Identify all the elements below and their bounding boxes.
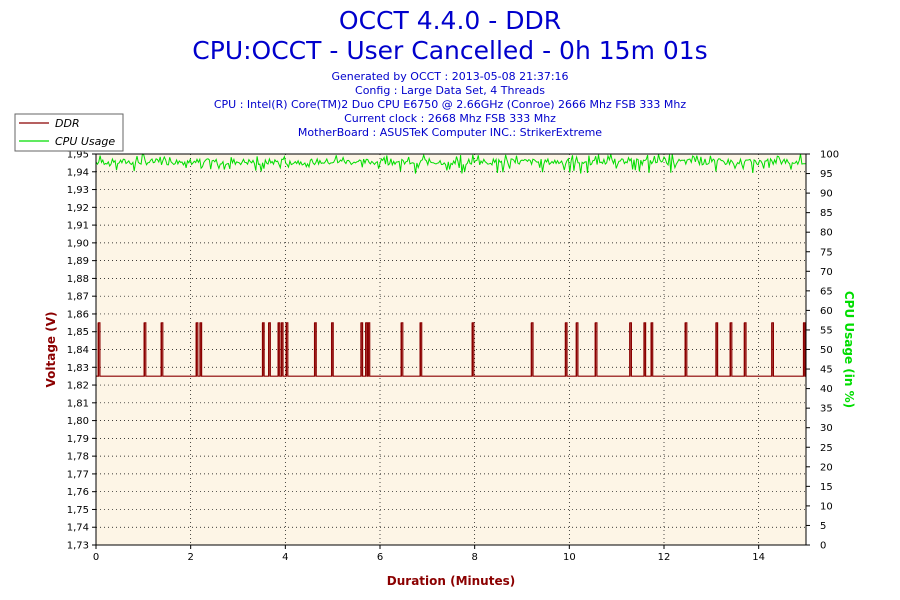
y-tick-label: 1,78 — [67, 452, 89, 463]
y-tick-label: 1,94 — [67, 167, 89, 178]
legend-box — [14, 113, 124, 152]
y2-tick-label: 65 — [820, 286, 833, 297]
y-tick-label: 1,95 — [67, 150, 89, 161]
clock-info: Current clock : 2668 Mhz FSB 333 Mhz — [344, 112, 556, 125]
y2-tick-label: 90 — [820, 189, 833, 200]
cpu-info: CPU : Intel(R) Core(TM)2 Duo CPU E6750 @… — [213, 98, 687, 111]
y-tick-label: 1,76 — [67, 487, 89, 498]
x-tick-label: 8 — [471, 552, 477, 563]
y-tick-label: 1,88 — [67, 274, 89, 285]
y-tick-label: 1,81 — [67, 398, 89, 409]
y2-tick-label: 100 — [820, 150, 839, 161]
y2-tick-label: 85 — [820, 208, 833, 219]
x-tick-label: 6 — [377, 552, 383, 563]
y-tick-label: 1,85 — [67, 327, 89, 338]
y-tick-label: 1,91 — [67, 221, 89, 232]
y2-tick-label: 40 — [820, 384, 833, 395]
legend: DDR CPU Usage — [14, 113, 124, 152]
y2-tick-label: 20 — [820, 462, 833, 473]
y2-tick-label: 55 — [820, 325, 833, 336]
y-tick-label: 1,92 — [67, 203, 89, 214]
tick-labels: 1,73 1,74 1,75 1,76 1,77 1,78 1,79 1,80 1,81 1,82… — [67, 150, 839, 564]
y-tick-label: 1,89 — [67, 256, 89, 267]
y2-tick-label: 95 — [820, 169, 833, 180]
y2-tick-label: 70 — [820, 267, 833, 278]
y-tick-label: 1,79 — [67, 434, 89, 445]
generated-info: Generated by OCCT : 2013-05-08 21:37:16 — [331, 70, 569, 83]
y-tick-label: 1,77 — [67, 469, 89, 480]
y2-tick-label: 50 — [820, 345, 833, 356]
y-tick-label: 1,73 — [67, 541, 89, 552]
y2-tick-label: 25 — [820, 443, 833, 454]
y-tick-label: 1,75 — [67, 505, 89, 516]
legend-label-ddr: DDR — [55, 117, 80, 130]
x-tick-label: 4 — [282, 552, 288, 563]
y2-tick-label: 30 — [820, 423, 833, 434]
y2-tick-label: 15 — [820, 482, 833, 493]
cpu-usage-layer — [95, 153, 807, 174]
legend-label-cpu: CPU Usage — [55, 135, 115, 148]
y2-tick-label: 75 — [820, 247, 833, 258]
x-tick-label: 14 — [752, 552, 765, 563]
cpu-usage-series — [95, 153, 807, 174]
y2-tick-label: 5 — [820, 521, 826, 532]
ddr-series — [95, 322, 807, 377]
y-tick-label: 1,93 — [67, 185, 89, 196]
y-tick-label: 1,90 — [67, 238, 89, 249]
y2-tick-label: 45 — [820, 365, 833, 376]
y-tick-label: 1,86 — [67, 309, 89, 320]
y-tick-label: 1,83 — [67, 363, 89, 374]
y2-tick-label: 60 — [820, 306, 833, 317]
y-tick-label: 1,82 — [67, 381, 89, 392]
x-tick-label: 10 — [563, 552, 576, 563]
y2-axis-label: CPU Usage (in %) — [842, 291, 856, 408]
y-tick-label: 1,74 — [67, 523, 89, 534]
x-tick-label: 0 — [93, 552, 99, 563]
chart-subtitle: CPU:OCCT - User Cancelled - 0h 15m 01s — [192, 36, 708, 65]
motherboard-info: MotherBoard : ASUSTeK Computer INC.: Str… — [297, 126, 603, 139]
y2-tick-label: 0 — [820, 541, 826, 552]
y-axis-label: Voltage (V) — [44, 312, 58, 388]
plot-area — [96, 154, 806, 545]
chart-title: OCCT 4.4.0 - DDR — [338, 6, 562, 35]
y-tick-label: 1,87 — [67, 292, 89, 303]
y2-tick-label: 35 — [820, 404, 833, 415]
config-info: Config : Large Data Set, 4 Threads — [355, 84, 545, 97]
y-tick-label: 1,84 — [67, 345, 89, 356]
y2-tick-label: 80 — [820, 228, 833, 239]
x-tick-label: 2 — [187, 552, 193, 563]
x-axis-label: Duration (Minutes) — [387, 574, 515, 588]
x-tick-label: 12 — [658, 552, 671, 563]
y-tick-label: 1,80 — [67, 416, 89, 427]
y2-tick-label: 10 — [820, 501, 833, 512]
ddr-layer — [95, 322, 807, 377]
